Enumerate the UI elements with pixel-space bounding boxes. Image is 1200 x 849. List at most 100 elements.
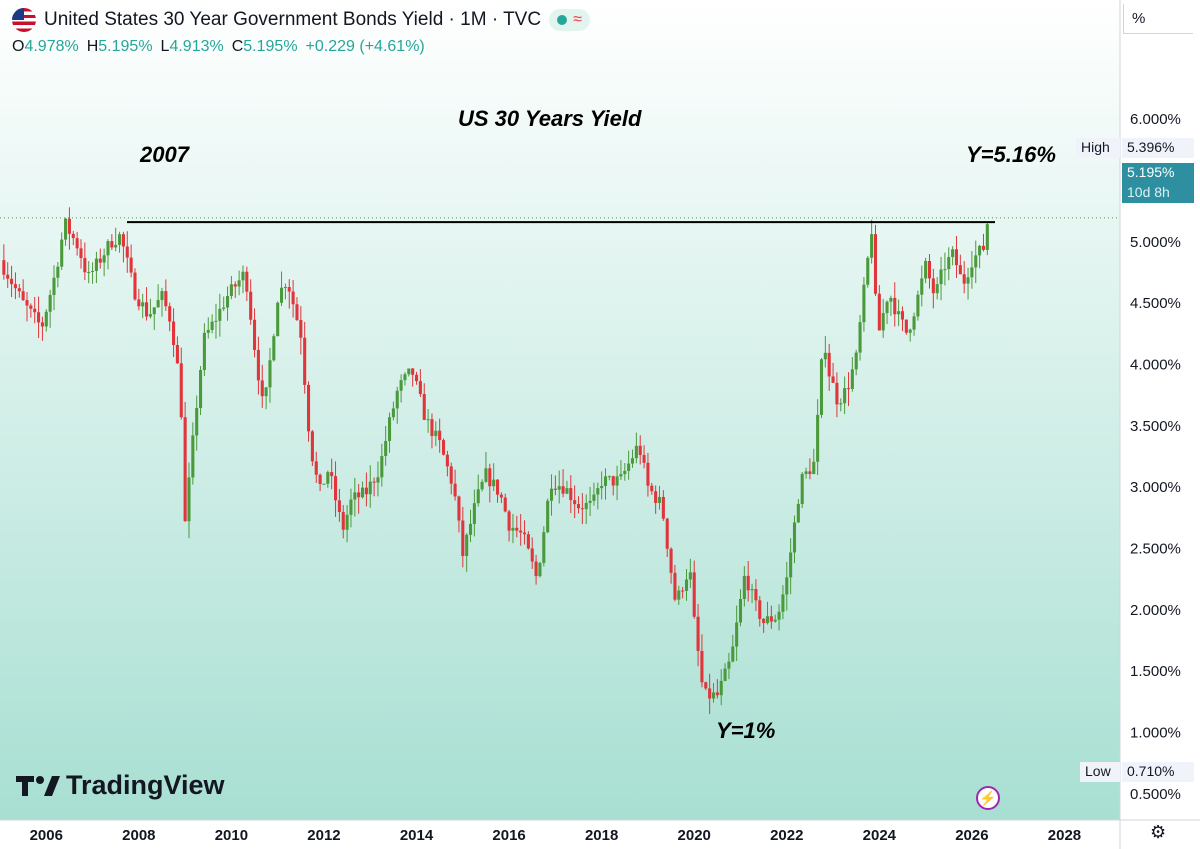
candle-body [472, 503, 476, 524]
candle-body [318, 474, 322, 484]
symbol-title[interactable]: United States 30 Year Government Bonds Y… [44, 9, 542, 30]
candle-body [249, 291, 253, 320]
candle-body [195, 408, 199, 436]
y-tick-label: 5.000% [1130, 234, 1181, 251]
candle-body [827, 352, 831, 377]
candle-body [661, 496, 665, 519]
candle-body [881, 313, 885, 331]
high-label: H [86, 38, 99, 55]
change-value: +0.229 (+4.61%) [305, 38, 425, 55]
candle-body [939, 269, 943, 285]
candle-body [596, 488, 600, 495]
candle-body [445, 454, 449, 467]
candle-body [187, 477, 191, 522]
candle-body [222, 307, 226, 309]
candle-body [314, 461, 318, 475]
candle-body [226, 295, 230, 308]
candle-body [958, 265, 962, 275]
x-tick-labels: 2006 2008 2010 2012 2014 2016 2018 2020 2022 2024… [30, 827, 1082, 844]
x-tick-label: 2016 [492, 827, 525, 844]
candle-body [619, 474, 623, 477]
candle-body [199, 370, 203, 409]
candle-body [692, 572, 696, 617]
candle-body [168, 306, 172, 322]
candle-body [503, 497, 507, 512]
market-status-pill[interactable]: ≈ [549, 9, 590, 31]
axis-unit-button[interactable]: % [1123, 4, 1193, 34]
candle-body [862, 284, 866, 323]
y-tick-label: 3.000% [1130, 479, 1181, 496]
candle-body [164, 291, 168, 307]
candle-body [40, 322, 44, 327]
candle-body [337, 500, 341, 513]
settings-gear-icon[interactable]: ⚙ [1150, 822, 1167, 842]
candle-body [121, 234, 125, 247]
x-tick-label: 2026 [955, 827, 988, 844]
candle-body [341, 512, 345, 530]
y-tick-label: 4.000% [1130, 356, 1181, 373]
annotation-bottom-yield: Y=1% [716, 718, 776, 743]
candle-body [476, 489, 480, 504]
candle-body [29, 305, 33, 309]
candle-body [214, 320, 218, 322]
candle-body [866, 257, 870, 285]
candle-body [64, 218, 68, 240]
candle-body [576, 504, 581, 509]
tradingview-logo-icon [16, 775, 60, 796]
candle-body [777, 611, 781, 620]
candle-body [970, 267, 974, 278]
candle-body [152, 307, 156, 315]
tradingview-logo[interactable]: TradingView [16, 770, 225, 801]
candle-body [854, 352, 858, 370]
candle-body [985, 224, 989, 250]
candle-body [681, 590, 685, 592]
candle-body [345, 514, 349, 530]
candle-body [160, 291, 164, 301]
candle-body [920, 278, 924, 295]
time-axis-bg[interactable] [0, 820, 1120, 849]
low-value: 4.913% [169, 38, 224, 55]
candle-body [773, 619, 777, 622]
candle-body [98, 258, 102, 263]
candle-body [333, 476, 338, 501]
candle-body [125, 246, 129, 258]
candle-body [677, 590, 681, 600]
candle-body [438, 430, 442, 441]
candle-body [835, 382, 839, 405]
candle-body [738, 599, 743, 623]
candle-body [916, 294, 920, 317]
candle-body [291, 291, 295, 305]
candle-body [511, 527, 515, 531]
x-tick-label: 2014 [400, 827, 434, 844]
candle-body [202, 332, 206, 371]
last-price-tag: 5.195% [1122, 163, 1194, 183]
candle-body [669, 548, 673, 573]
candle-body [83, 258, 87, 273]
candle-body [67, 218, 71, 234]
candle-body [434, 430, 438, 437]
candle-body [13, 284, 17, 289]
candle-body [465, 534, 469, 556]
candle-body [654, 491, 658, 503]
candle-body [118, 234, 122, 245]
candle-body [245, 271, 249, 292]
candle-body [789, 552, 793, 578]
candle-body [441, 440, 446, 455]
candle-body [17, 288, 21, 292]
candle-body [565, 488, 569, 494]
high-tag-label: High [1076, 138, 1120, 158]
candle-body [530, 548, 534, 562]
candle-body [623, 470, 627, 475]
candle-body [268, 360, 272, 388]
candle-body [870, 234, 874, 258]
candle-body [422, 393, 426, 420]
candle-body [889, 297, 893, 302]
candle-body [580, 508, 584, 510]
lightning-icon[interactable]: ⚡ [976, 786, 1000, 810]
candle-body [877, 293, 881, 331]
candle-body [133, 272, 137, 300]
candle-body [858, 322, 862, 353]
candle-body [376, 477, 380, 483]
low-tag-value: 0.710% [1122, 762, 1194, 782]
candle-body [56, 266, 60, 278]
